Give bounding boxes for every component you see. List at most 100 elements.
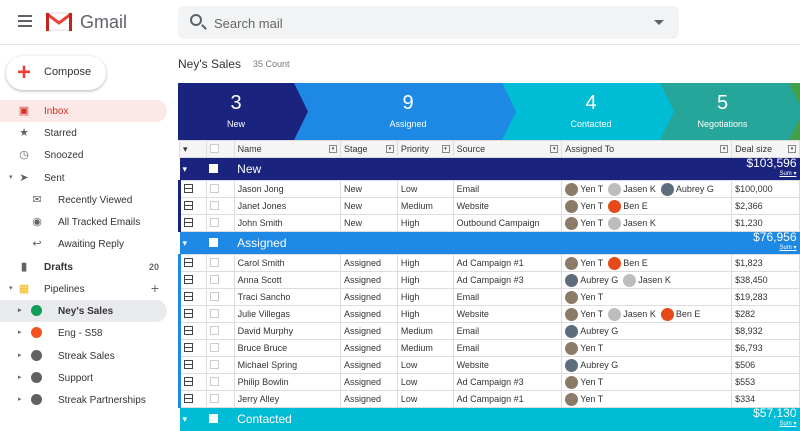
row-checkbox[interactable] bbox=[205, 254, 235, 272]
row-checkbox[interactable] bbox=[205, 180, 235, 198]
column-menu-icon[interactable]: ▾ bbox=[720, 145, 729, 153]
main-menu-icon[interactable] bbox=[18, 15, 32, 30]
sidebar-item-all-tracked-emails[interactable]: ◉ All Tracked Emails bbox=[0, 211, 167, 233]
table-row[interactable]: Janet Jones New Medium Website Yen T Ben E $2,… bbox=[178, 197, 800, 215]
caret-right-icon[interactable]: ▸ bbox=[18, 373, 22, 381]
column-menu-icon[interactable]: ▾ bbox=[385, 145, 394, 153]
table-row[interactable]: Julie Villegas Assigned High Website Yen T Ja… bbox=[178, 305, 800, 323]
pipeline-color-dot-icon bbox=[31, 305, 42, 316]
open-box-icon[interactable] bbox=[178, 197, 207, 215]
open-box-icon[interactable] bbox=[178, 356, 207, 374]
count-dropdown[interactable]: 35 Count bbox=[253, 59, 290, 69]
row-checkbox[interactable] bbox=[205, 390, 235, 408]
table-row[interactable]: Jerry Alley Assigned Low Ad Campaign #1 Yen … bbox=[178, 390, 800, 408]
open-box-icon[interactable] bbox=[178, 322, 207, 340]
row-checkbox[interactable] bbox=[205, 305, 235, 323]
row-checkbox[interactable] bbox=[205, 322, 235, 340]
column-menu-icon[interactable]: ▾ bbox=[550, 145, 559, 153]
sidebar-item-inbox[interactable]: ▣ Inbox bbox=[0, 100, 167, 122]
column-header-deal-size[interactable]: Deal size ▾ bbox=[731, 140, 800, 158]
table-row[interactable]: David Murphy Assigned Medium Email Aubrey G $… bbox=[178, 322, 800, 340]
group-row-assigned[interactable]: ▾ Assigned $76,956 Sum ▾ bbox=[179, 231, 800, 255]
table-row[interactable]: Philip Bowlin Assigned Low Ad Campaign #3 Ye… bbox=[178, 373, 800, 391]
table-row[interactable]: Bruce Bruce Assigned Medium Email Yen T $6,79… bbox=[178, 339, 800, 357]
open-box-icon[interactable] bbox=[178, 339, 207, 357]
pipeline-item-streak-partnerships[interactable]: ▸ Streak Partnerships bbox=[0, 389, 167, 411]
aggregate-dropdown[interactable]: Sum ▾ bbox=[779, 171, 797, 177]
row-checkbox[interactable] bbox=[205, 271, 235, 289]
search-input[interactable]: Search mail bbox=[178, 6, 679, 39]
table-row[interactable]: Traci Sancho Assigned High Email Yen T $19,28… bbox=[178, 288, 800, 306]
open-box-icon[interactable] bbox=[178, 390, 207, 408]
caret-right-icon[interactable]: ▸ bbox=[18, 329, 22, 337]
group-collapse-icon[interactable]: ▾ bbox=[182, 413, 188, 424]
collapse-all-icon[interactable]: ▾ bbox=[179, 140, 207, 158]
table-row[interactable]: Michael Spring Assigned Low Website Aubrey G… bbox=[178, 356, 800, 374]
search-icon[interactable] bbox=[190, 14, 202, 26]
sidebar-item-drafts[interactable]: ▮ Drafts 20 bbox=[0, 256, 167, 278]
sidebar-item-snoozed[interactable]: ◷ Snoozed bbox=[0, 144, 167, 166]
table-row[interactable]: Anna Scott Assigned High Ad Campaign #3 Aubr… bbox=[178, 271, 800, 289]
column-menu-icon[interactable]: ▾ bbox=[441, 145, 450, 153]
assignee-name: Yen T bbox=[580, 201, 604, 211]
table-row[interactable]: Carol Smith Assigned High Ad Campaign #1 Yen… bbox=[178, 254, 800, 272]
search-options-icon[interactable] bbox=[654, 20, 664, 30]
column-header-stage[interactable]: Stage ▾ bbox=[340, 140, 398, 158]
group-checkbox[interactable] bbox=[206, 232, 234, 255]
row-checkbox[interactable] bbox=[205, 214, 235, 232]
add-pipeline-icon[interactable]: + bbox=[150, 280, 159, 296]
group-row-new[interactable]: ▾ New $103,596 Sum ▾ bbox=[179, 157, 800, 181]
cell-source: Ad Campaign #3 bbox=[452, 271, 563, 289]
table-row[interactable]: Jason Jong New Low Email Yen T Jasen K Aubrey … bbox=[178, 180, 800, 198]
caret-down-icon[interactable]: ▾ bbox=[9, 174, 13, 181]
caret-right-icon[interactable]: ▸ bbox=[18, 307, 22, 314]
pipeline-item-eng-s58[interactable]: ▸ Eng - S58 bbox=[0, 322, 167, 344]
group-row-contacted[interactable]: ▾ Contacted $57,130 Sum ▾ bbox=[179, 407, 800, 431]
compose-button[interactable]: + Compose bbox=[6, 56, 106, 90]
sidebar-item-sent[interactable]: ▾ ➤ Sent bbox=[0, 167, 167, 189]
column-header-priority[interactable]: Priority ▾ bbox=[396, 140, 454, 158]
open-box-icon[interactable] bbox=[178, 288, 207, 306]
column-menu-icon[interactable]: ▾ bbox=[788, 145, 796, 153]
cell-stage: Assigned bbox=[340, 322, 398, 340]
checkbox[interactable] bbox=[209, 143, 219, 153]
caret-right-icon[interactable]: ▸ bbox=[18, 396, 22, 404]
caret-down-icon[interactable]: ▾ bbox=[9, 285, 13, 292]
open-box-icon[interactable] bbox=[178, 271, 207, 289]
column-header-assigned-to[interactable]: Assigned To ▾ bbox=[561, 140, 733, 158]
group-collapse-icon[interactable]: ▾ bbox=[182, 163, 188, 174]
open-box-icon[interactable] bbox=[178, 180, 207, 198]
sidebar-item-pipelines[interactable]: ▾ ▦ Pipelines + bbox=[0, 278, 167, 300]
sidebar-item-recently-viewed[interactable]: ✉ Recently Viewed bbox=[0, 189, 167, 211]
open-box-icon[interactable] bbox=[178, 305, 207, 323]
group-checkbox[interactable] bbox=[206, 158, 234, 181]
pipeline-label: Ney's Sales bbox=[58, 306, 114, 317]
sidebar-item-starred[interactable]: ★ Starred bbox=[0, 122, 167, 144]
caret-right-icon[interactable]: ▸ bbox=[18, 351, 22, 359]
pipeline-item-ney-s-sales[interactable]: ▸ Ney's Sales bbox=[0, 300, 167, 322]
column-menu-icon[interactable]: ▾ bbox=[329, 145, 338, 153]
column-header-source[interactable]: Source ▾ bbox=[452, 140, 563, 158]
open-box-icon[interactable] bbox=[178, 373, 207, 391]
select-all-checkbox[interactable] bbox=[205, 140, 235, 158]
pipeline-item-streak-sales[interactable]: ▸ Streak Sales bbox=[0, 345, 167, 367]
stage-new[interactable]: 3 New bbox=[178, 83, 308, 140]
row-checkbox[interactable] bbox=[205, 356, 235, 374]
open-box-icon[interactable] bbox=[178, 254, 207, 272]
row-checkbox[interactable] bbox=[205, 288, 235, 306]
aggregate-dropdown[interactable]: Sum ▾ bbox=[779, 421, 797, 428]
sidebar-item-awaiting-reply[interactable]: ↩ Awaiting Reply bbox=[0, 233, 167, 255]
table-row[interactable]: John Smith New High Outbound Campaign Yen T J… bbox=[178, 214, 800, 232]
row-checkbox[interactable] bbox=[205, 373, 235, 391]
open-box-icon[interactable] bbox=[178, 214, 207, 232]
group-collapse-icon[interactable]: ▾ bbox=[182, 237, 188, 248]
stage-contacted[interactable]: 4 Contacted bbox=[494, 83, 674, 140]
pipeline-item-support[interactable]: ▸ Support bbox=[0, 367, 167, 389]
aggregate-dropdown[interactable]: Sum ▾ bbox=[779, 245, 797, 251]
stage-assigned[interactable]: 9 Assigned bbox=[286, 83, 516, 140]
row-checkbox[interactable] bbox=[205, 339, 235, 357]
cell-deal-size: $1,230 bbox=[731, 214, 800, 232]
group-checkbox[interactable] bbox=[206, 408, 234, 431]
row-checkbox[interactable] bbox=[205, 197, 235, 215]
column-header-name[interactable]: Name ▾ bbox=[233, 140, 342, 158]
